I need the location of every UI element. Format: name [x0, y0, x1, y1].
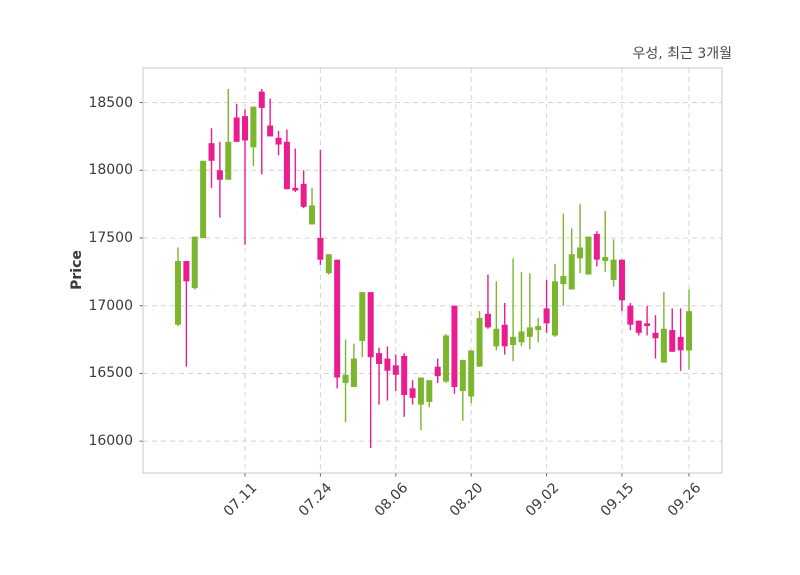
- candle-body-up: [526, 327, 533, 337]
- candle-body-up: [200, 160, 207, 238]
- candle-body-down: [292, 187, 299, 191]
- candle-body-down: [677, 336, 684, 351]
- candle-body-down: [208, 143, 215, 161]
- candle-body-up: [350, 358, 357, 387]
- candle-body-up: [510, 336, 517, 345]
- candle-body-down: [384, 358, 391, 371]
- candle-body-down: [434, 366, 441, 377]
- candle-body-down: [267, 125, 274, 137]
- candle-body-up: [551, 281, 558, 336]
- candle-body-down: [484, 313, 491, 328]
- candle-body-up: [225, 141, 232, 180]
- candle-body-up: [191, 236, 198, 289]
- candle-body-up: [602, 256, 609, 262]
- candle-body-down: [451, 305, 458, 387]
- candle-body-down: [669, 330, 676, 352]
- y-tick-label: 17500: [88, 229, 133, 246]
- candle-body-down: [618, 259, 625, 301]
- candle-body-down: [183, 261, 190, 282]
- candle-body-down: [409, 388, 416, 398]
- candle-body-up: [518, 331, 525, 343]
- candle-body-up: [175, 261, 181, 325]
- candle-body-up: [476, 317, 483, 367]
- y-tick-label: 18500: [88, 94, 133, 111]
- candle-body-up: [309, 205, 316, 225]
- y-axis-label: Price: [69, 250, 85, 290]
- y-tick-label: 17000: [88, 297, 133, 314]
- candle-body-down: [401, 355, 408, 396]
- candle-body-up: [560, 275, 567, 285]
- candle-body-down: [275, 137, 282, 145]
- candle-body-up: [426, 380, 433, 402]
- candle-body-up: [468, 350, 475, 397]
- candle-body-down: [627, 305, 634, 325]
- candle-body-down: [593, 233, 600, 260]
- candle-body-down: [300, 183, 307, 207]
- chart-title: 우성, 최근 3개월: [632, 46, 732, 62]
- candle-body-up: [685, 311, 692, 351]
- candle-body-up: [342, 374, 349, 383]
- y-tick-label: 18000: [88, 162, 133, 179]
- candle-body-up: [610, 259, 617, 280]
- candle-body-down: [317, 237, 324, 260]
- plot-background: [143, 68, 722, 473]
- y-tick-label: 16500: [88, 365, 133, 382]
- candle-body-up: [660, 328, 667, 363]
- candle-body-up: [325, 254, 332, 274]
- candle-body-up: [459, 359, 466, 392]
- candle-body-down: [283, 141, 290, 190]
- candle-body-down: [367, 292, 374, 358]
- y-tick-label: 16000: [88, 433, 133, 450]
- candle-body-down: [216, 170, 223, 180]
- candle-body-down: [543, 308, 550, 324]
- candle-body-down: [376, 353, 383, 364]
- candle-body-down: [233, 117, 240, 142]
- candle-body-up: [577, 247, 584, 259]
- plot-border: [142, 67, 723, 474]
- candle-body-up: [359, 292, 366, 341]
- candle-body-up: [493, 328, 500, 347]
- candle-body-up: [585, 236, 592, 275]
- candle-body-down: [334, 259, 341, 378]
- candle-body-up: [443, 335, 450, 382]
- candle-body-down: [258, 91, 265, 108]
- candle-body-up: [568, 254, 575, 290]
- candle-body-up: [250, 106, 257, 148]
- candle-body-down: [652, 332, 659, 339]
- candle-body-down: [501, 324, 508, 347]
- candle-body-down: [644, 323, 651, 327]
- candle-body-up: [535, 326, 542, 331]
- candle-body-up: [417, 377, 424, 405]
- candle-body-down: [635, 320, 642, 333]
- candle-body-down: [242, 116, 249, 141]
- candle-body-down: [392, 365, 399, 375]
